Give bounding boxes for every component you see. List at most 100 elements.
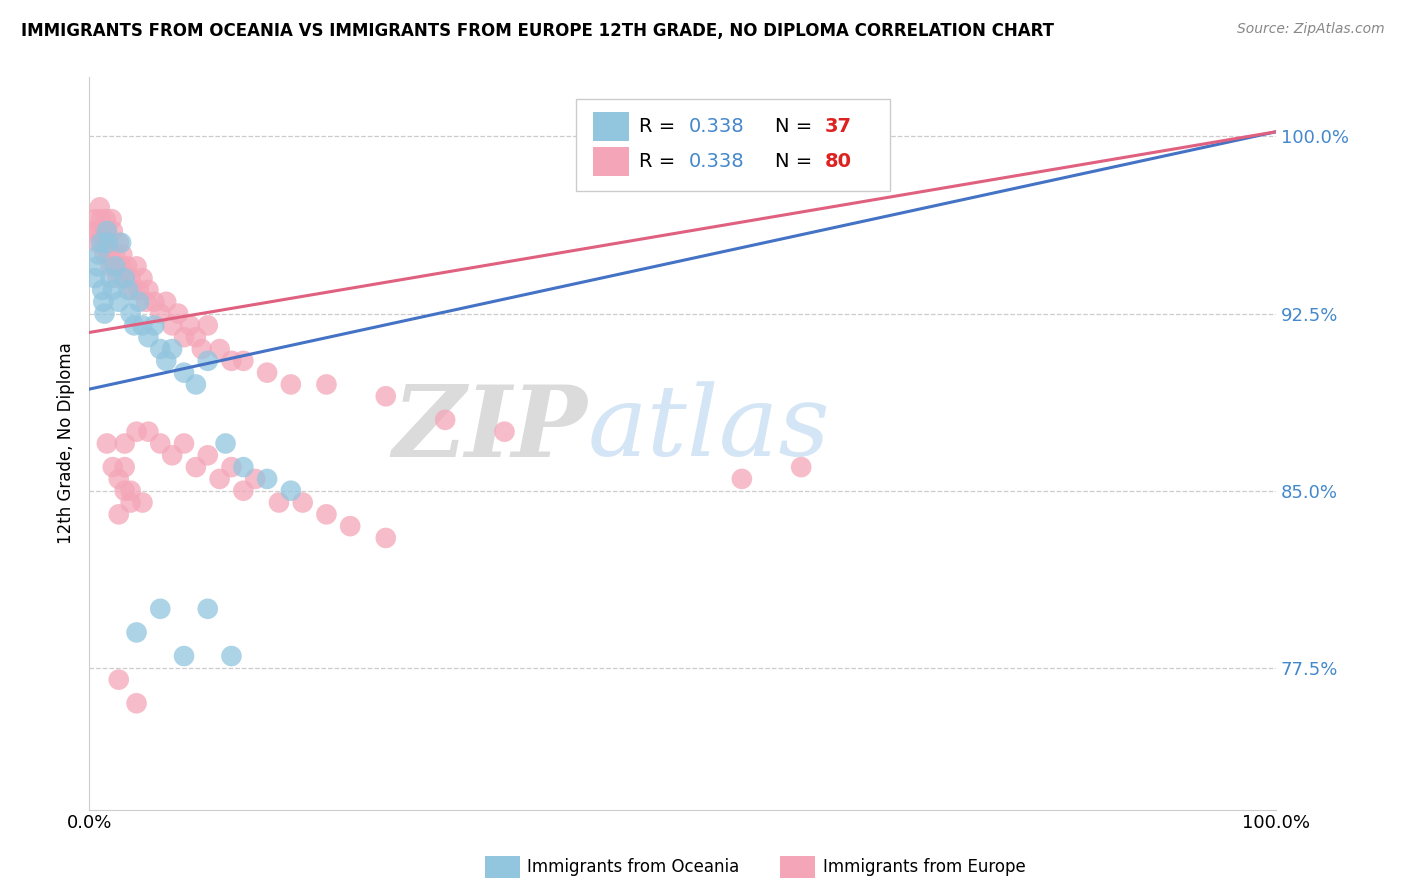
Point — [173, 436, 195, 450]
Point — [184, 377, 207, 392]
Point — [267, 495, 290, 509]
Point — [82, 224, 104, 238]
Point — [221, 460, 243, 475]
Point — [114, 271, 136, 285]
Point — [100, 271, 122, 285]
Text: 80: 80 — [825, 153, 852, 171]
Point — [138, 283, 160, 297]
Point — [125, 425, 148, 439]
Point — [122, 283, 145, 297]
Point — [104, 260, 127, 274]
Point — [197, 318, 219, 333]
Point — [120, 307, 142, 321]
Point — [110, 235, 132, 250]
Point — [89, 200, 111, 214]
Point — [160, 342, 183, 356]
Point — [143, 294, 166, 309]
Point — [149, 307, 172, 321]
Point — [167, 307, 190, 321]
Point — [232, 460, 254, 475]
Point — [339, 519, 361, 533]
Text: N =: N = — [775, 153, 818, 171]
Point — [173, 366, 195, 380]
Point — [114, 271, 136, 285]
Point — [84, 212, 107, 227]
Point — [191, 342, 214, 356]
Point — [434, 413, 457, 427]
Point — [149, 436, 172, 450]
Point — [114, 483, 136, 498]
Point — [107, 294, 129, 309]
Point — [107, 673, 129, 687]
Point — [790, 460, 813, 475]
Point — [100, 260, 122, 274]
Point — [97, 235, 120, 250]
Point — [138, 425, 160, 439]
Point — [96, 224, 118, 238]
Point — [138, 330, 160, 344]
Point — [135, 294, 157, 309]
Point — [107, 472, 129, 486]
Point — [197, 602, 219, 616]
Point — [107, 271, 129, 285]
Point — [101, 283, 124, 297]
Point — [97, 235, 120, 250]
Point — [91, 294, 114, 309]
Point — [101, 224, 124, 238]
Text: IMMIGRANTS FROM OCEANIA VS IMMIGRANTS FROM EUROPE 12TH GRADE, NO DIPLOMA CORRELA: IMMIGRANTS FROM OCEANIA VS IMMIGRANTS FR… — [21, 22, 1054, 40]
Text: R =: R = — [638, 153, 681, 171]
Point — [731, 472, 754, 486]
Point — [122, 318, 145, 333]
Point — [173, 330, 195, 344]
Point — [160, 448, 183, 462]
Point — [184, 460, 207, 475]
Point — [143, 318, 166, 333]
FancyBboxPatch shape — [575, 99, 890, 191]
Point — [90, 212, 112, 227]
Point — [315, 377, 337, 392]
Point — [494, 425, 516, 439]
Point — [291, 495, 314, 509]
Text: Immigrants from Oceania: Immigrants from Oceania — [527, 858, 740, 876]
Point — [111, 247, 134, 261]
Point — [256, 366, 278, 380]
Y-axis label: 12th Grade, No Diploma: 12th Grade, No Diploma — [58, 343, 75, 544]
Point — [128, 283, 150, 297]
Point — [86, 260, 108, 274]
Point — [91, 283, 114, 297]
Point — [149, 602, 172, 616]
Point — [107, 508, 129, 522]
Point — [197, 354, 219, 368]
Point — [245, 472, 267, 486]
Point — [280, 377, 302, 392]
Text: ZIP: ZIP — [392, 381, 588, 477]
Point — [149, 342, 172, 356]
Point — [197, 448, 219, 462]
Point — [128, 294, 150, 309]
Point — [280, 483, 302, 498]
Point — [131, 318, 153, 333]
Point — [125, 696, 148, 710]
Point — [94, 212, 117, 227]
Point — [91, 224, 114, 238]
Text: N =: N = — [775, 117, 818, 136]
Text: 0.338: 0.338 — [689, 153, 744, 171]
Point — [232, 354, 254, 368]
Point — [120, 271, 142, 285]
Point — [114, 460, 136, 475]
Point — [87, 247, 110, 261]
Text: atlas: atlas — [588, 381, 831, 476]
Point — [87, 224, 110, 238]
Point — [100, 212, 122, 227]
Text: Immigrants from Europe: Immigrants from Europe — [823, 858, 1025, 876]
Point — [120, 495, 142, 509]
Text: 37: 37 — [825, 117, 852, 136]
Point — [93, 307, 115, 321]
Point — [115, 260, 138, 274]
Point — [84, 271, 107, 285]
Point — [155, 294, 177, 309]
Point — [221, 354, 243, 368]
Point — [208, 342, 231, 356]
Point — [98, 247, 121, 261]
Point — [155, 354, 177, 368]
